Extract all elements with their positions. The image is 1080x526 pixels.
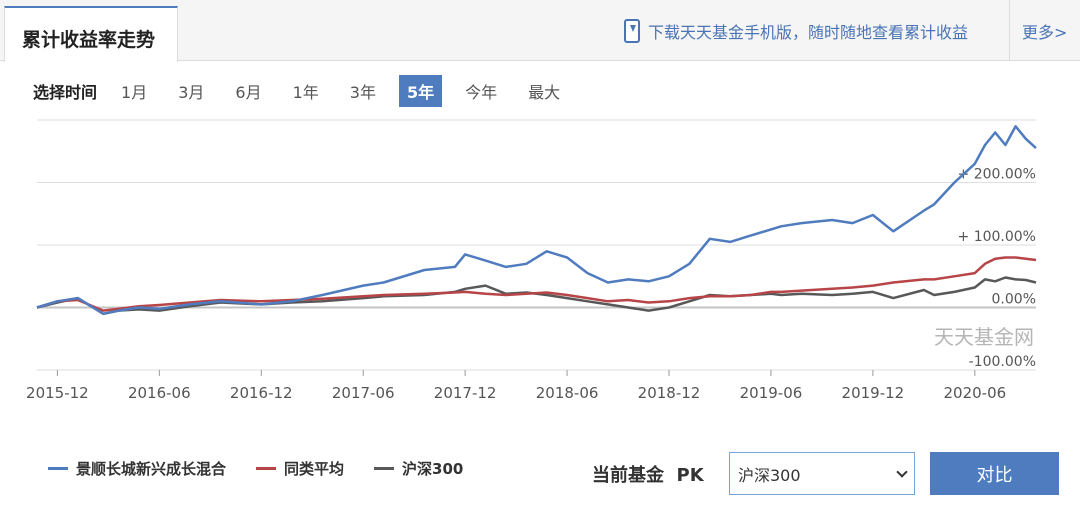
- x-tick-label: 2020-06: [943, 384, 1006, 402]
- x-tick-label: 2017-12: [434, 384, 497, 402]
- x-tick-label: 2016-12: [230, 384, 293, 402]
- y-tick-label: -100.00%: [969, 354, 1036, 370]
- range-option-1m[interactable]: 1月: [121, 83, 148, 102]
- x-axis-ticks: 2015-12 2016-06 2016-12 2017-06 2017-12 2018-…: [26, 370, 1006, 402]
- series-line-csi300: [36, 276, 1037, 316]
- chart-series: [36, 125, 1037, 316]
- range-option-ytd[interactable]: 今年: [465, 83, 498, 102]
- tab-cumulative-return-label: 累计收益率走势: [22, 29, 156, 51]
- x-tick-label: 2018-06: [536, 384, 599, 402]
- y-tick-label: 0.00%: [992, 292, 1036, 308]
- range-option-3y[interactable]: 3年: [349, 83, 376, 102]
- x-tick-label: 2018-12: [638, 384, 701, 402]
- x-tick-label: 2019-06: [740, 384, 803, 402]
- time-range-selector: 选择时间 1月 3月 6月 1年 3年 5年 今年 最大: [33, 75, 583, 107]
- pk-selected-value: 沪深300: [738, 465, 801, 485]
- tab-cumulative-return[interactable]: 累计收益率走势: [4, 6, 178, 62]
- download-app-link[interactable]: 下载天天基金手机版，随时随地查看累计收益: [624, 18, 968, 44]
- time-range-label: 选择时间: [33, 83, 98, 102]
- series-line-peer-average: [36, 256, 1037, 312]
- legend-swatch-fund: [48, 467, 68, 470]
- pk-benchmark-select[interactable]: 沪深300: [729, 452, 915, 495]
- pk-label: 当前基金 PK: [592, 465, 704, 486]
- phone-download-icon: [624, 19, 640, 43]
- legend-swatch-peer-average: [256, 467, 277, 470]
- y-axis-ticks: + 200.00% + 100.00% 0.00% -100.00%: [958, 167, 1036, 371]
- range-option-1y[interactable]: 1年: [292, 83, 319, 102]
- header-bar: 累计收益率走势 下载天天基金手机版，随时随地查看累计收益 更多>: [0, 0, 1080, 62]
- x-tick-label: 2015-12: [26, 384, 89, 402]
- cumulative-return-chart: 天天基金网 + 200.00% + 100.00% 0.00% -100.00% 20…: [26, 119, 1037, 402]
- download-app-text: 下载天天基金手机版，随时随地查看累计收益: [648, 23, 969, 42]
- legend-item-peer-average[interactable]: 同类平均: [256, 458, 344, 479]
- compare-button[interactable]: 对比: [930, 452, 1059, 495]
- legend-item-csi300[interactable]: 沪深300: [374, 458, 463, 479]
- more-link[interactable]: 更多>: [1022, 23, 1068, 42]
- chevron-down-icon: [896, 466, 908, 478]
- chart-legend: 景顺长城新兴成长混合 同类平均 沪深300: [48, 458, 463, 479]
- legend-label-csi300: 沪深300: [402, 460, 464, 478]
- divider: [1009, 0, 1010, 61]
- x-tick-label: 2019-12: [842, 384, 905, 402]
- x-tick-label: 2017-06: [332, 384, 395, 402]
- range-option-5y[interactable]: 5年: [398, 75, 443, 107]
- legend-swatch-csi300: [374, 467, 395, 470]
- legend-item-fund[interactable]: 景顺长城新兴成长混合: [48, 458, 226, 479]
- chart-grid: [37, 119, 1036, 371]
- x-tick-label: 2016-06: [128, 384, 191, 402]
- range-option-3m[interactable]: 3月: [178, 83, 205, 102]
- y-tick-label: + 100.00%: [958, 229, 1036, 245]
- range-option-6m[interactable]: 6月: [235, 83, 262, 102]
- chart-watermark: 天天基金网: [934, 325, 1034, 349]
- series-line-fund: [36, 125, 1037, 316]
- legend-label-fund: 景顺长城新兴成长混合: [76, 460, 227, 478]
- y-tick-label: + 200.00%: [958, 167, 1036, 183]
- range-option-max[interactable]: 最大: [528, 83, 561, 102]
- legend-label-peer-average: 同类平均: [284, 460, 345, 478]
